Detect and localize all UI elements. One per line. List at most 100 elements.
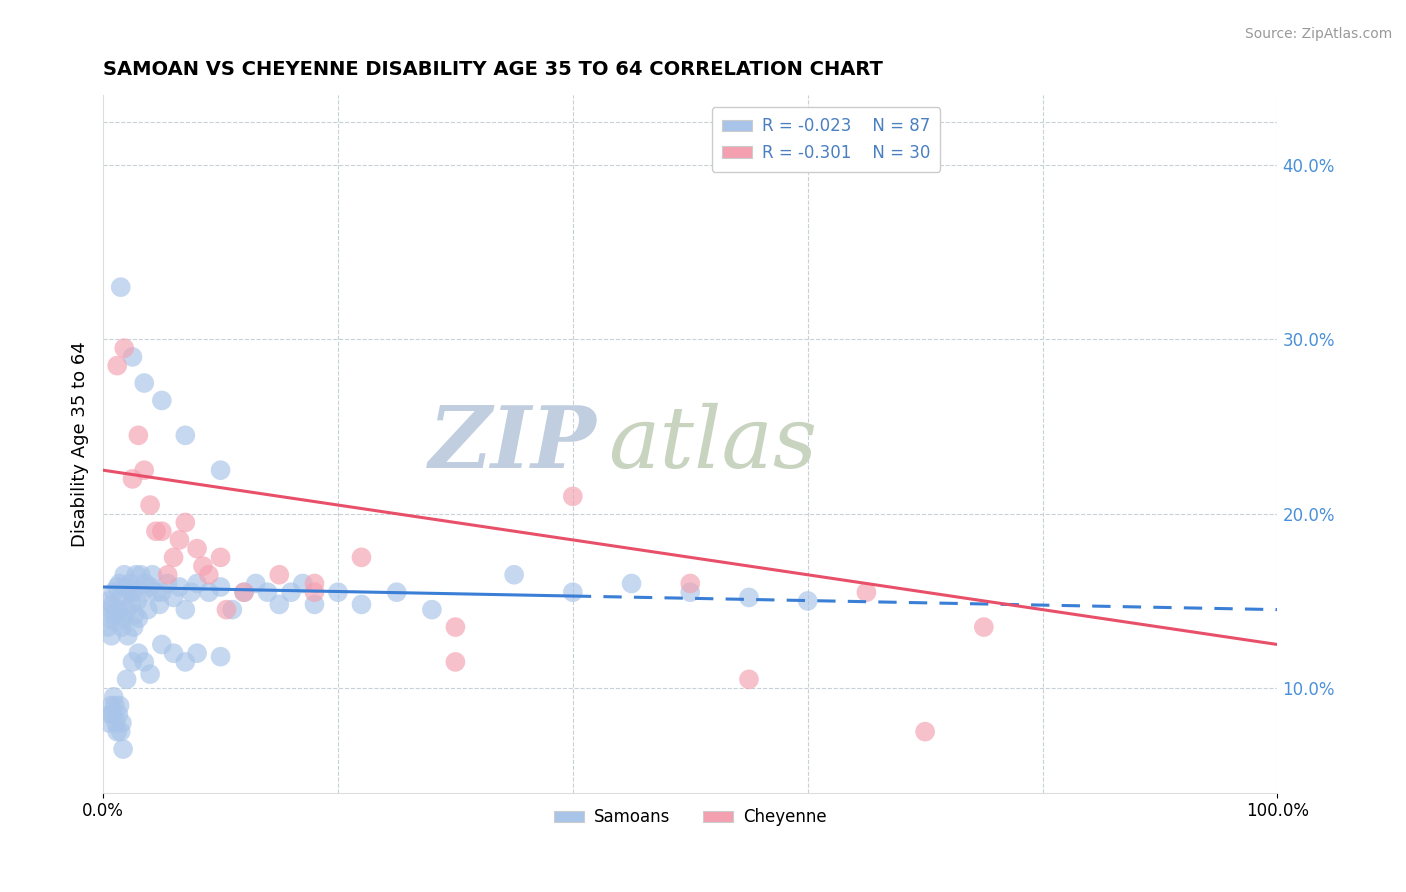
- Point: [105, 615, 128, 629]
- Point: [139, 580, 162, 594]
- Point: [121, 472, 143, 486]
- Point: [145, 585, 167, 599]
- Point: [209, 580, 232, 594]
- Point: [269, 598, 291, 612]
- Point: [174, 428, 197, 442]
- Point: [855, 585, 877, 599]
- Point: [117, 629, 139, 643]
- Point: [134, 463, 156, 477]
- Point: [444, 655, 467, 669]
- Point: [101, 707, 124, 722]
- Point: [111, 715, 134, 730]
- Point: [120, 576, 142, 591]
- Point: [444, 620, 467, 634]
- Point: [104, 698, 127, 713]
- Point: [129, 567, 152, 582]
- Point: [112, 742, 135, 756]
- Point: [186, 646, 208, 660]
- Point: [679, 576, 702, 591]
- Point: [124, 607, 146, 622]
- Point: [107, 602, 129, 616]
- Point: [973, 620, 995, 634]
- Point: [269, 567, 291, 582]
- Point: [101, 598, 124, 612]
- Point: [122, 620, 145, 634]
- Point: [503, 567, 526, 582]
- Point: [105, 580, 128, 594]
- Point: [134, 655, 156, 669]
- Point: [304, 585, 326, 599]
- Text: SAMOAN VS CHEYENNE DISABILITY AGE 35 TO 64 CORRELATION CHART: SAMOAN VS CHEYENNE DISABILITY AGE 35 TO …: [103, 60, 883, 78]
- Point: [103, 585, 125, 599]
- Point: [198, 567, 221, 582]
- Point: [174, 516, 197, 530]
- Point: [118, 585, 141, 599]
- Point: [127, 594, 149, 608]
- Point: [112, 567, 135, 582]
- Point: [280, 585, 302, 599]
- Point: [245, 576, 267, 591]
- Point: [304, 576, 326, 591]
- Point: [233, 585, 256, 599]
- Point: [148, 598, 170, 612]
- Point: [110, 724, 132, 739]
- Point: [105, 715, 128, 730]
- Text: ZIP: ZIP: [429, 402, 596, 486]
- Point: [198, 585, 221, 599]
- Legend: Samoans, Cheyenne: Samoans, Cheyenne: [547, 802, 834, 833]
- Point: [121, 585, 143, 599]
- Point: [139, 498, 162, 512]
- Point: [191, 559, 214, 574]
- Point: [107, 707, 129, 722]
- Point: [110, 591, 132, 605]
- Point: [112, 341, 135, 355]
- Point: [121, 655, 143, 669]
- Point: [98, 602, 121, 616]
- Point: [738, 591, 761, 605]
- Point: [169, 580, 191, 594]
- Point: [914, 724, 936, 739]
- Point: [132, 585, 155, 599]
- Point: [127, 646, 149, 660]
- Y-axis label: Disability Age 35 to 64: Disability Age 35 to 64: [72, 341, 89, 547]
- Point: [100, 629, 122, 643]
- Text: Source: ZipAtlas.com: Source: ZipAtlas.com: [1244, 27, 1392, 41]
- Point: [620, 576, 643, 591]
- Point: [180, 585, 202, 599]
- Point: [209, 649, 232, 664]
- Point: [162, 646, 184, 660]
- Point: [105, 359, 128, 373]
- Point: [209, 550, 232, 565]
- Point: [420, 602, 443, 616]
- Point: [97, 620, 120, 634]
- Point: [125, 567, 148, 582]
- Point: [134, 376, 156, 390]
- Point: [215, 602, 238, 616]
- Point: [162, 550, 184, 565]
- Point: [134, 576, 156, 591]
- Point: [127, 428, 149, 442]
- Point: [150, 524, 173, 539]
- Point: [150, 585, 173, 599]
- Point: [96, 611, 118, 625]
- Point: [145, 524, 167, 539]
- Point: [103, 690, 125, 704]
- Point: [291, 576, 314, 591]
- Point: [233, 585, 256, 599]
- Point: [110, 280, 132, 294]
- Point: [105, 724, 128, 739]
- Point: [111, 620, 134, 634]
- Point: [174, 655, 197, 669]
- Point: [127, 611, 149, 625]
- Point: [209, 463, 232, 477]
- Point: [162, 591, 184, 605]
- Point: [561, 585, 583, 599]
- Point: [304, 598, 326, 612]
- Point: [256, 585, 278, 599]
- Point: [186, 576, 208, 591]
- Point: [141, 567, 163, 582]
- Point: [112, 611, 135, 625]
- Point: [139, 667, 162, 681]
- Point: [385, 585, 408, 599]
- Point: [98, 594, 121, 608]
